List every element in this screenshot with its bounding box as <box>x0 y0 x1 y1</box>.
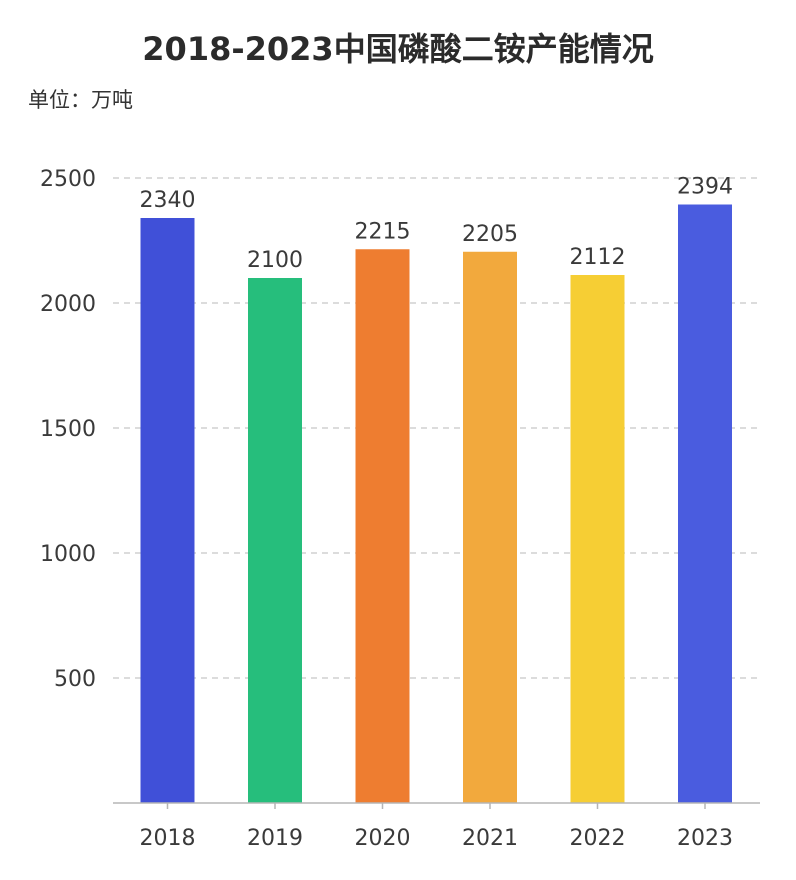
y-tick-label: 1500 <box>40 417 96 442</box>
unit-label: 单位：万吨 <box>28 88 133 112</box>
y-tick-label: 2500 <box>40 167 96 192</box>
data-label: 2340 <box>140 188 196 213</box>
chart-title: 2018-2023中国磷酸二铵产能情况 <box>142 30 654 68</box>
x-tick-label: 2019 <box>247 826 303 851</box>
x-tick-label: 2022 <box>570 826 626 851</box>
bar-2023 <box>678 204 732 803</box>
y-axis-ticks: 500 1000 1500 2000 2500 <box>40 167 96 692</box>
x-tick-label: 2020 <box>355 826 411 851</box>
bar-2021 <box>463 251 517 803</box>
data-label: 2100 <box>247 248 303 273</box>
data-label: 2112 <box>570 245 626 270</box>
bars <box>140 204 732 803</box>
y-tick-label: 1000 <box>40 542 96 567</box>
bar-2022 <box>570 275 625 803</box>
data-labels: 2340 2100 2215 2205 2112 2394 <box>140 175 734 274</box>
data-label: 2215 <box>355 219 411 244</box>
x-tick-label: 2018 <box>140 826 196 851</box>
data-label: 2394 <box>677 175 733 200</box>
y-tick-label: 500 <box>54 667 96 692</box>
data-label: 2205 <box>462 222 518 247</box>
gridlines <box>113 177 760 679</box>
x-axis: 2018 2019 2020 2021 2022 2023 <box>113 802 760 851</box>
bar-2018 <box>140 218 195 803</box>
y-tick-label: 2000 <box>40 292 96 317</box>
x-tick-label: 2023 <box>677 826 733 851</box>
x-tick-label: 2021 <box>462 826 518 851</box>
bar-2020 <box>355 249 410 803</box>
bar-2019 <box>248 278 302 803</box>
